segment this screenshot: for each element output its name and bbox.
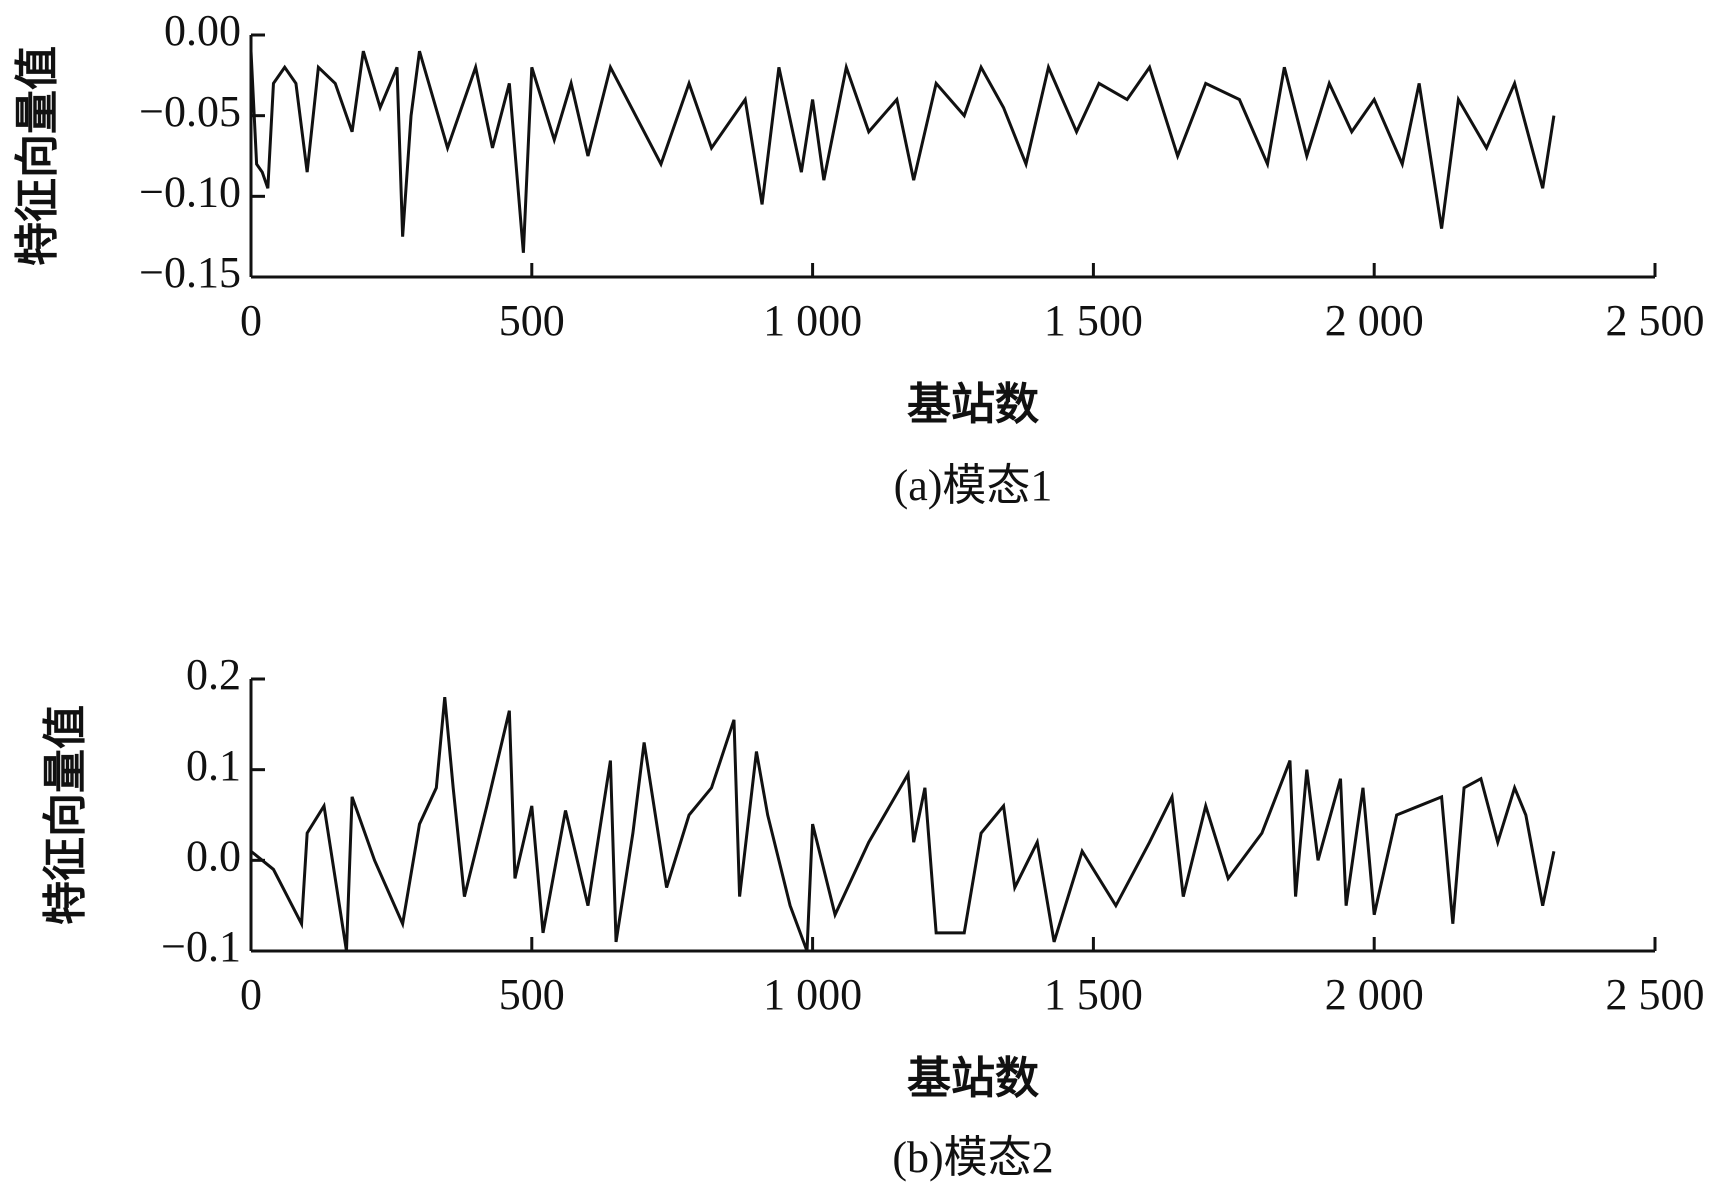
data-line: [250, 696, 1556, 952]
x-axis-label: 基站数: [907, 1053, 1039, 1104]
x-tick-label: 2 500: [1606, 970, 1705, 1019]
y-axis-label: 特征向量值: [12, 46, 63, 266]
caption: (b)模态2: [892, 1133, 1053, 1182]
x-tick-label: 500: [499, 970, 565, 1019]
y-tick-label: −0.10: [139, 167, 241, 216]
y-tick-label: −0.05: [139, 87, 241, 136]
x-tick-label: 0: [240, 296, 262, 345]
x-tick-label: 1 500: [1044, 296, 1143, 345]
caption: (a)模态1: [894, 461, 1053, 510]
x-axis-label: 基站数: [907, 379, 1039, 430]
y-tick-label: 0.2: [186, 650, 241, 699]
y-tick-label: 0.0: [186, 831, 241, 880]
x-tick-label: 500: [499, 296, 565, 345]
x-tick-label: 2 000: [1325, 970, 1424, 1019]
y-tick-label: 0.00: [164, 6, 241, 55]
y-axis-label: 特征向量值: [40, 705, 91, 925]
x-tick-label: 2 500: [1606, 296, 1705, 345]
x-tick-label: 1 000: [763, 970, 862, 1019]
x-tick-label: 0: [240, 970, 262, 1019]
y-tick-label: −0.15: [139, 248, 241, 297]
y-tick-label: −0.1: [161, 922, 241, 971]
x-tick-label: 1 000: [763, 296, 862, 345]
x-tick-label: 2 000: [1325, 296, 1424, 345]
data-line: [249, 50, 1556, 253]
y-tick-label: 0.1: [186, 741, 241, 790]
x-tick-label: 1 500: [1044, 970, 1143, 1019]
